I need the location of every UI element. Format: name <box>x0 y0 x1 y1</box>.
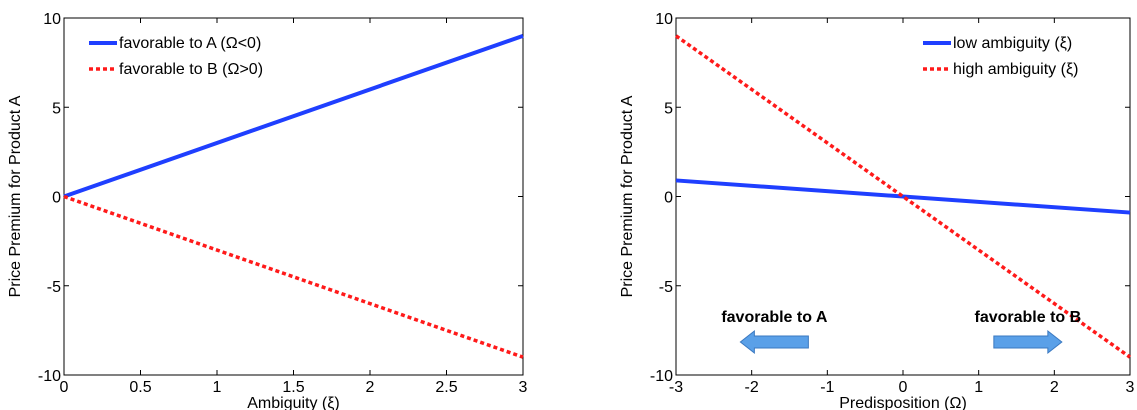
legend-label-1: low ambiguity (ξ) <box>953 35 1072 52</box>
legend-label-2: high ambiguity (ξ) <box>953 61 1078 78</box>
x-tick-label: 2 <box>366 379 375 396</box>
x-tick-label: 2 <box>1050 379 1059 396</box>
annotation-1: favorable to A <box>721 309 828 326</box>
legend-label-2: favorable to B (Ω>0) <box>119 61 263 78</box>
x-tick-label: 0.5 <box>129 379 151 396</box>
chart-panel-1: 0 0.5 1 1.5 2 2.5 3 -10 -5 0 5 10 Ambiguity (ξ) Price… <box>7 11 528 410</box>
arrow-left-icon <box>739 329 809 355</box>
y-tick-label: -5 <box>659 279 673 296</box>
series-line-2 <box>63 194 524 359</box>
series-line-2 <box>674 34 1132 359</box>
y-tick-label: 0 <box>52 190 61 207</box>
y-tick-label: 0 <box>664 190 673 207</box>
x-tick-label: 1 <box>974 379 983 396</box>
x-tick-label: 1.5 <box>282 379 304 396</box>
arrow-right-icon <box>993 329 1063 355</box>
x-tick-label: 3 <box>1126 379 1135 396</box>
y-tick-label: 5 <box>52 100 61 117</box>
series-line-1 <box>63 33 524 199</box>
annotation-2: favorable to B <box>975 309 1082 326</box>
x-tick-label: 3 <box>519 379 528 396</box>
y-tick-label: -10 <box>38 368 61 385</box>
x-tick-label: 0 <box>60 379 69 396</box>
x-tick-label: 0 <box>899 379 908 396</box>
y-tick-label: 10 <box>655 11 673 28</box>
y-axis-label: Price Premium for Product A <box>7 95 24 297</box>
x-axis-label: Predisposition (Ω) <box>839 395 967 410</box>
y-tick-label: 5 <box>664 100 673 117</box>
y-tick-label: -5 <box>47 279 61 296</box>
x-axis-label: Ambiguity (ξ) <box>247 395 340 410</box>
x-tick-label: -1 <box>820 379 834 396</box>
series-line-1 <box>675 178 1131 215</box>
y-tick-label: -10 <box>650 368 673 385</box>
y-tick-label: 10 <box>43 11 61 28</box>
x-tick-label: 1 <box>213 379 222 396</box>
y-axis-label: Price Premium for Product A <box>619 95 636 297</box>
x-tick-label: 2.5 <box>435 379 457 396</box>
x-tick-label: -3 <box>669 379 683 396</box>
x-tick-label: -2 <box>745 379 759 396</box>
legend-label-1: favorable to A (Ω<0) <box>119 35 261 52</box>
